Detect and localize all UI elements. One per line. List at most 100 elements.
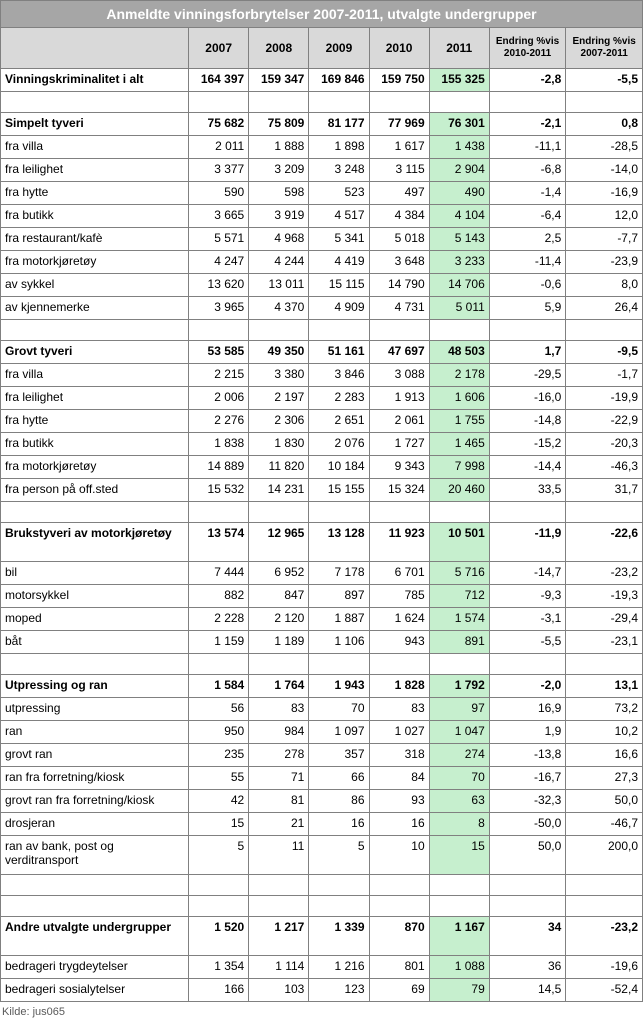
cell-value: 13 128: [309, 523, 369, 562]
cell-value: 2 904: [429, 159, 489, 182]
table-row: Simpelt tyveri75 68275 80981 17777 96976…: [1, 113, 643, 136]
cell-value: 490: [429, 182, 489, 205]
table-row: ran9509841 0971 0271 0471,910,2: [1, 721, 643, 744]
cell-value: 200,0: [566, 836, 643, 875]
cell-value: 14 790: [369, 274, 429, 297]
cell-value: -9,3: [489, 585, 566, 608]
cell-value: 1 755: [429, 410, 489, 433]
cell-value: 590: [189, 182, 249, 205]
cell-value: 21: [249, 813, 309, 836]
row-label: Utpressing og ran: [1, 675, 189, 698]
cell-value: 71: [249, 767, 309, 790]
table-row: fra hytte590598523497490-1,4-16,9: [1, 182, 643, 205]
table-row: fra restaurant/kafè5 5714 9685 3415 0185…: [1, 228, 643, 251]
cell-value: 15 155: [309, 479, 369, 502]
cell-value: 1 898: [309, 136, 369, 159]
table-title: Anmeldte vinningsforbrytelser 2007-2011,…: [1, 1, 643, 28]
table-row: Utpressing og ran1 5841 7641 9431 8281 7…: [1, 675, 643, 698]
row-label: fra hytte: [1, 182, 189, 205]
cell-value: 93: [369, 790, 429, 813]
table-row: fra villa2 0111 8881 8981 6171 438-11,1-…: [1, 136, 643, 159]
cell-value: 8,0: [566, 274, 643, 297]
cell-value: 15: [189, 813, 249, 836]
cell-value: 1 106: [309, 631, 369, 654]
table-row: [1, 502, 643, 523]
cell-value: 9 343: [369, 456, 429, 479]
cell-value: -32,3: [489, 790, 566, 813]
row-label: drosjeran: [1, 813, 189, 836]
cell-value: 75 809: [249, 113, 309, 136]
cell-value: 103: [249, 979, 309, 1002]
cell-value: 27,3: [566, 767, 643, 790]
cell-value: 891: [429, 631, 489, 654]
cell-value: 159 750: [369, 69, 429, 92]
cell-value: 2 283: [309, 387, 369, 410]
cell-value: -46,3: [566, 456, 643, 479]
cell-value: -11,1: [489, 136, 566, 159]
row-label: fra villa: [1, 364, 189, 387]
table-row: [1, 92, 643, 113]
cell-value: 10: [369, 836, 429, 875]
cell-value: 1 354: [189, 956, 249, 979]
cell-value: 1 574: [429, 608, 489, 631]
cell-value: 33,5: [489, 479, 566, 502]
cell-value: -9,5: [566, 341, 643, 364]
cell-value: 3 248: [309, 159, 369, 182]
cell-value: 166: [189, 979, 249, 1002]
cell-value: -6,4: [489, 205, 566, 228]
row-label: Grovt tyveri: [1, 341, 189, 364]
cell-value: 0,8: [566, 113, 643, 136]
cell-value: -14,4: [489, 456, 566, 479]
cell-value: 34: [489, 917, 566, 956]
row-label: Simpelt tyveri: [1, 113, 189, 136]
cell-value: 1 888: [249, 136, 309, 159]
cell-value: 5 143: [429, 228, 489, 251]
cell-value: -0,6: [489, 274, 566, 297]
cell-value: 318: [369, 744, 429, 767]
cell-value: 2 061: [369, 410, 429, 433]
cell-value: -16,7: [489, 767, 566, 790]
col-header-2007: 2007: [189, 28, 249, 69]
cell-value: 5 716: [429, 562, 489, 585]
table-row: grovt ran fra forretning/kiosk4281869363…: [1, 790, 643, 813]
cell-value: 5,9: [489, 297, 566, 320]
table-row: moped2 2282 1201 8871 6241 574-3,1-29,4: [1, 608, 643, 631]
cell-value: -7,7: [566, 228, 643, 251]
row-label: bedrageri sosialytelser: [1, 979, 189, 1002]
cell-value: 4 909: [309, 297, 369, 320]
cell-value: -20,3: [566, 433, 643, 456]
table-row: fra butikk3 6653 9194 5174 3844 104-6,41…: [1, 205, 643, 228]
row-label: Andre utvalgte undergrupper: [1, 917, 189, 956]
cell-value: 3 648: [369, 251, 429, 274]
table-row: bil7 4446 9527 1786 7015 716-14,7-23,2: [1, 562, 643, 585]
cell-value: 1 167: [429, 917, 489, 956]
cell-value: 3 209: [249, 159, 309, 182]
cell-value: 15 532: [189, 479, 249, 502]
cell-value: 2 276: [189, 410, 249, 433]
cell-value: 278: [249, 744, 309, 767]
cell-value: 1 097: [309, 721, 369, 744]
cell-value: 847: [249, 585, 309, 608]
cell-value: -2,8: [489, 69, 566, 92]
cell-value: -16,0: [489, 387, 566, 410]
cell-value: 76 301: [429, 113, 489, 136]
cell-value: -23,2: [566, 562, 643, 585]
cell-value: 2 215: [189, 364, 249, 387]
cell-value: -14,0: [566, 159, 643, 182]
cell-value: 14,5: [489, 979, 566, 1002]
cell-value: 1 339: [309, 917, 369, 956]
row-label: fra villa: [1, 136, 189, 159]
cell-value: 4 104: [429, 205, 489, 228]
cell-value: 3 919: [249, 205, 309, 228]
table-row: grovt ran235278357318274-13,816,6: [1, 744, 643, 767]
cell-value: -1,4: [489, 182, 566, 205]
cell-value: -19,6: [566, 956, 643, 979]
row-label: av sykkel: [1, 274, 189, 297]
cell-value: 6 701: [369, 562, 429, 585]
cell-value: 4 244: [249, 251, 309, 274]
cell-value: 1 114: [249, 956, 309, 979]
cell-value: 3 088: [369, 364, 429, 387]
cell-value: 3 665: [189, 205, 249, 228]
cell-value: 497: [369, 182, 429, 205]
cell-value: -19,9: [566, 387, 643, 410]
